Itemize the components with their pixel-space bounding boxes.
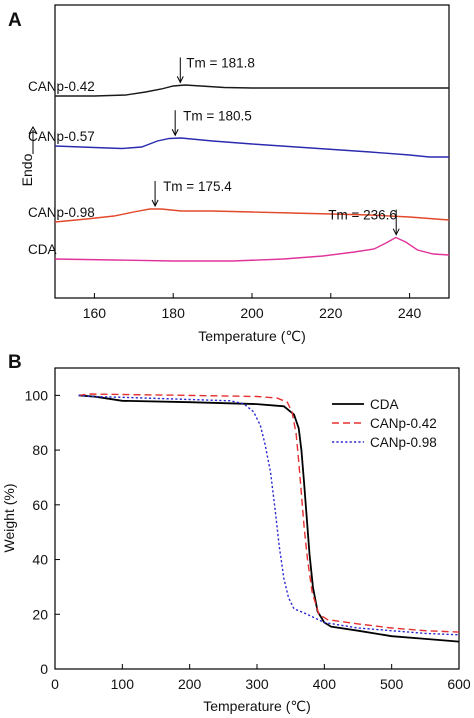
panel-a-curve-name: CANp-0.98: [28, 205, 95, 220]
panel-b-series-canp-0.42: [78, 393, 460, 633]
panel-a-tm-label: Tm = 181.8: [186, 55, 255, 70]
panel-a-tm-arrowhead: [176, 76, 184, 84]
panel-a-x-ticks: 160 180 200 220 240: [83, 293, 422, 321]
panel-a-tm-arrowhead: [151, 199, 159, 208]
panel-b-x-tick-label: 400: [313, 676, 337, 692]
panel-b-legend-label: CANp-0.98: [370, 435, 437, 450]
panel-a-x-axis-label: Temperature (℃): [198, 328, 306, 344]
panel-b-y-ticks: 0 20 40 60 80 100: [25, 387, 60, 677]
panel-a-plot-frame: [54, 4, 450, 299]
panel-b-y-tick-label: 0: [40, 661, 48, 677]
panel-a-y-axis-label: Endo: [19, 153, 35, 186]
panel-b-y-tick-label: 60: [32, 497, 48, 513]
panel-b-y-tick-label: 80: [32, 442, 48, 458]
panel-b-x-ticks: 0 100 200 300 400 500 600: [51, 664, 471, 692]
panel-a-tm-arrowhead: [392, 228, 400, 236]
panel-a-letter: A: [8, 10, 22, 31]
panel-a-tm-arrows: [151, 57, 400, 236]
panel-b-legend-label: CDA: [370, 397, 399, 412]
panel-a-curve-labels: CANp-0.42 Tm = 181.8 CANp-0.57 Tm = 180.5 CA…: [28, 55, 397, 257]
panel-b-y-tick-label: 100: [25, 387, 49, 403]
panel-a-series-canp-0.98: [54, 208, 450, 223]
panel-b-series-canp-0.98: [78, 394, 460, 636]
panel-b-x-tick-label: 200: [178, 676, 202, 692]
panel-b-tga-chart: B 0 100 200 300 400 500 600 0 20 40 60 80 100 CDA CA…: [1, 352, 471, 714]
panel-b-series: [78, 393, 460, 643]
panel-b-x-tick-label: 600: [447, 676, 471, 692]
panel-a-curve-name: CDA: [28, 242, 57, 257]
panel-b-series-cda: [78, 394, 460, 643]
panel-a-y-axis-label-group: Endo: [19, 125, 38, 186]
panel-a-x-tick-label: 200: [240, 305, 264, 321]
panel-b-x-tick-label: 0: [51, 676, 59, 692]
panel-a-x-tick-label: 240: [398, 305, 422, 321]
panel-a-tm-label: Tm = 180.5: [183, 108, 252, 123]
panel-a-endo-arrowhead: [28, 125, 38, 135]
panel-a-series-canp-0.57: [54, 137, 449, 158]
panel-a-series-canp-0.42: [55, 84, 449, 97]
panel-a-curve-name: CANp-0.42: [28, 79, 95, 94]
panel-a-x-tick-label: 220: [319, 305, 343, 321]
panel-b-y-axis-label: Weight (%): [1, 484, 17, 553]
panel-b-x-tick-label: 500: [380, 676, 404, 692]
panel-b-letter: B: [8, 352, 22, 373]
panel-a-x-tick-label: 180: [162, 305, 186, 321]
panel-b-legend: CDA CANp-0.42 CANp-0.98: [332, 397, 437, 450]
panel-a-tm-arrowhead: [171, 129, 179, 137]
panel-b-y-tick-label: 40: [32, 552, 48, 568]
panel-b-x-axis-label: Temperature (℃): [203, 698, 311, 714]
panel-b-x-tick-label: 300: [245, 676, 269, 692]
panel-a-tm-label: Tm = 236.6: [328, 208, 397, 223]
panel-a-x-tick-label: 160: [83, 305, 107, 321]
panel-a-series-cda: [54, 236, 450, 262]
panel-a-tm-label: Tm = 175.4: [163, 179, 232, 194]
panel-a-curve-name: CANp-0.57: [28, 129, 95, 144]
panel-a-series: [54, 84, 450, 262]
panel-b-plot-frame: [54, 367, 460, 670]
panel-b-y-tick-label: 20: [32, 606, 48, 622]
panel-b-x-tick-label: 100: [111, 676, 135, 692]
panel-b-legend-label: CANp-0.42: [370, 416, 437, 431]
